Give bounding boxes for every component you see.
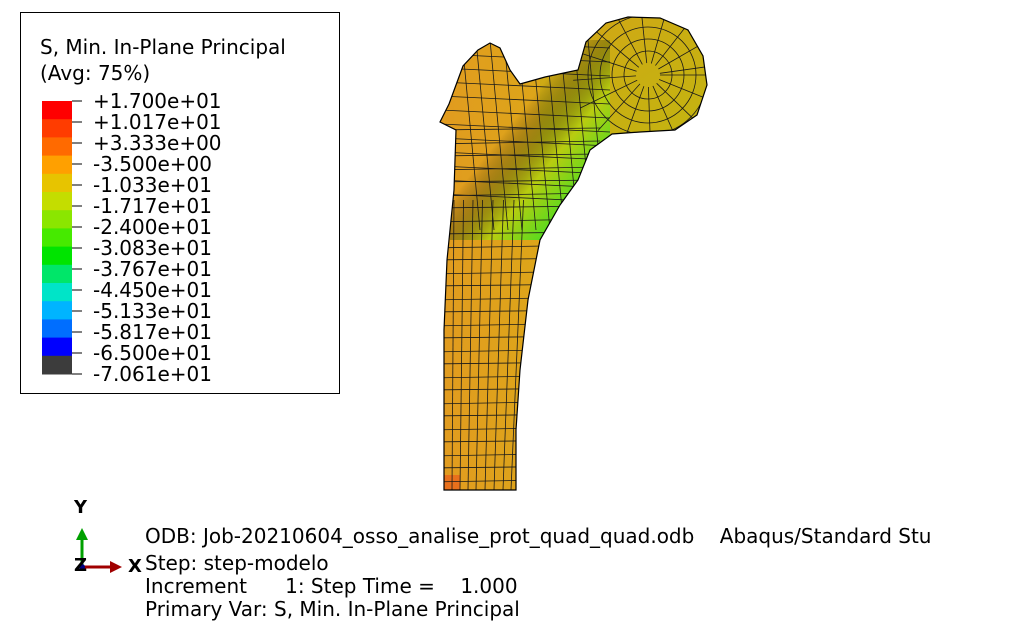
legend-color-band bbox=[42, 173, 72, 193]
legend-value-label: -1.033e+01 bbox=[93, 173, 212, 197]
femur-contour bbox=[440, 17, 707, 490]
primary-var-info-line: Primary Var: S, Min. In-Plane Principal bbox=[145, 597, 520, 621]
legend-color-band bbox=[42, 337, 72, 357]
mesh-ring bbox=[611, 38, 685, 112]
legend-panel: S, Min. In-Plane Principal (Avg: 75%) +1… bbox=[20, 12, 340, 394]
axis-x-label: X bbox=[128, 556, 142, 577]
odb-info-line: ODB: Job-20210604_osso_analise_prot_quad… bbox=[145, 524, 932, 548]
step-info-line: Step: step-modelo bbox=[145, 551, 329, 575]
mesh-edge bbox=[597, 83, 641, 132]
mesh-edge bbox=[440, 140, 601, 145]
legend-color-band bbox=[42, 319, 72, 339]
mesh-edge bbox=[493, 199, 504, 490]
legend-value-label: +1.017e+01 bbox=[93, 110, 222, 134]
legend-value-label: -2.400e+01 bbox=[93, 215, 212, 239]
legend-color-band bbox=[42, 355, 72, 375]
legend-value-label: -5.133e+01 bbox=[93, 299, 212, 323]
x-axis-arrowhead bbox=[110, 561, 122, 573]
legend-value-label: -3.500e+00 bbox=[93, 152, 212, 176]
mesh-edge bbox=[650, 17, 670, 64]
mesh-edge bbox=[440, 151, 611, 161]
legend-value-label: -4.450e+01 bbox=[93, 278, 212, 302]
mesh-edge bbox=[440, 166, 601, 171]
legend-value-label: -5.817e+01 bbox=[93, 320, 212, 344]
mesh-edge bbox=[440, 179, 601, 183]
legend-color-band bbox=[42, 155, 72, 175]
mesh-edge bbox=[440, 127, 601, 131]
mesh-edge bbox=[576, 51, 637, 72]
mesh-ring bbox=[623, 50, 673, 100]
legend-color-band bbox=[42, 119, 72, 138]
mesh-edge bbox=[475, 39, 495, 231]
legend-value-label: -3.083e+01 bbox=[93, 236, 212, 260]
legend-title: S, Min. In-Plane Principal bbox=[40, 35, 286, 59]
mesh-edge bbox=[659, 64, 707, 74]
mesh-edge bbox=[440, 137, 611, 147]
mesh-edge bbox=[467, 199, 474, 490]
mesh-edge bbox=[484, 199, 494, 490]
mesh-edge bbox=[573, 75, 637, 81]
mesh-edge bbox=[503, 39, 523, 231]
legend-value-label: +3.333e+00 bbox=[93, 131, 222, 155]
mesh-edge bbox=[658, 79, 707, 104]
axis-z-label: Z bbox=[74, 555, 88, 576]
mesh-edge bbox=[459, 199, 464, 490]
mesh-edge bbox=[451, 199, 455, 490]
mesh-ring bbox=[599, 26, 697, 124]
base-hotspot bbox=[440, 475, 460, 490]
legend-color-band bbox=[42, 246, 72, 266]
axis-y-label: Y bbox=[74, 497, 88, 518]
mesh-edge bbox=[440, 95, 611, 105]
mesh-edge bbox=[580, 79, 638, 109]
legend-color-band bbox=[42, 228, 72, 248]
y-axis-arrowhead bbox=[76, 528, 88, 540]
mesh-edge bbox=[461, 39, 481, 231]
legend-color-band bbox=[42, 210, 72, 229]
mesh-edge bbox=[440, 123, 611, 133]
mesh-edge bbox=[489, 39, 509, 231]
mesh-edge bbox=[475, 199, 483, 490]
legend-color-band bbox=[42, 264, 72, 284]
legend-color-band bbox=[42, 137, 72, 157]
z-axis-marker bbox=[79, 564, 85, 570]
legend-color-band bbox=[42, 283, 72, 302]
femur-outline bbox=[439, 16, 708, 491]
view-triad[interactable] bbox=[60, 520, 140, 600]
legend-averaging-label: (Avg: 75%) bbox=[40, 61, 151, 85]
legend-value-label: -6.500e+01 bbox=[93, 341, 212, 365]
legend-value-label: -3.767e+01 bbox=[93, 257, 212, 281]
legend-color-band bbox=[42, 101, 72, 120]
legend-value-label: -7.061e+01 bbox=[93, 362, 212, 386]
legend-color-scale: +1.700e+01+1.017e+01+3.333e+00-3.500e+00… bbox=[42, 89, 222, 386]
mesh-edge bbox=[510, 199, 524, 490]
mesh-edge bbox=[440, 81, 611, 91]
mesh-edge bbox=[590, 26, 640, 68]
mesh-edge bbox=[502, 199, 515, 490]
legend-color-band bbox=[42, 192, 72, 211]
increment-info-line: Increment 1: Step Time = 1.000 bbox=[145, 574, 518, 598]
mesh-edge bbox=[639, 17, 648, 64]
legend-color-band bbox=[42, 301, 72, 320]
legend-value-label: +1.700e+01 bbox=[93, 89, 222, 113]
legend-value-label: -1.717e+01 bbox=[93, 194, 212, 218]
